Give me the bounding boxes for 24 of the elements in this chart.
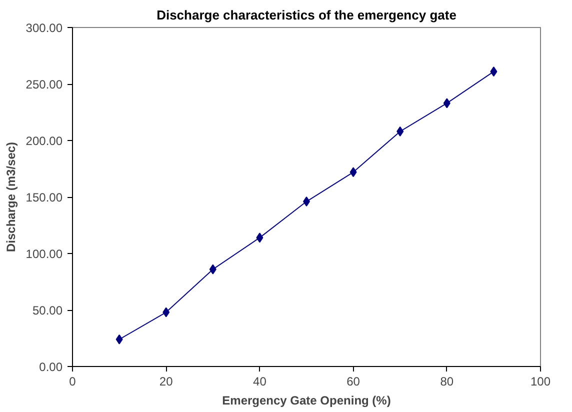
x-tick-label: 20 [159,374,174,388]
point [162,307,170,318]
y-tick-label: 300.00 [26,21,63,35]
y-tick-label: 200.00 [26,134,63,148]
x-tick-label: 80 [440,374,454,388]
x-tick-label: 60 [346,374,360,388]
point [443,98,450,108]
point [490,66,498,77]
point [256,232,264,243]
point [396,126,404,136]
y-tick-label: 100.00 [26,247,63,261]
point [209,264,216,274]
x-tick-label: 100 [530,374,551,388]
y-axis-title: Discharge (m3/sec) [4,142,18,252]
chart-title: Discharge characteristics of the emergency gate [156,8,456,22]
x-tick-label: 0 [69,374,76,388]
y-tick-label: 50.00 [32,304,63,318]
y-tick-label: 250.00 [26,78,63,92]
y-tick-label: 150.00 [26,190,63,204]
point [350,167,357,178]
point [116,334,123,344]
x-tick-label: 40 [253,374,267,388]
x-axis-title: Emergency Gate Opening (%) [222,394,391,408]
y-tick-label: 0.00 [39,360,63,374]
